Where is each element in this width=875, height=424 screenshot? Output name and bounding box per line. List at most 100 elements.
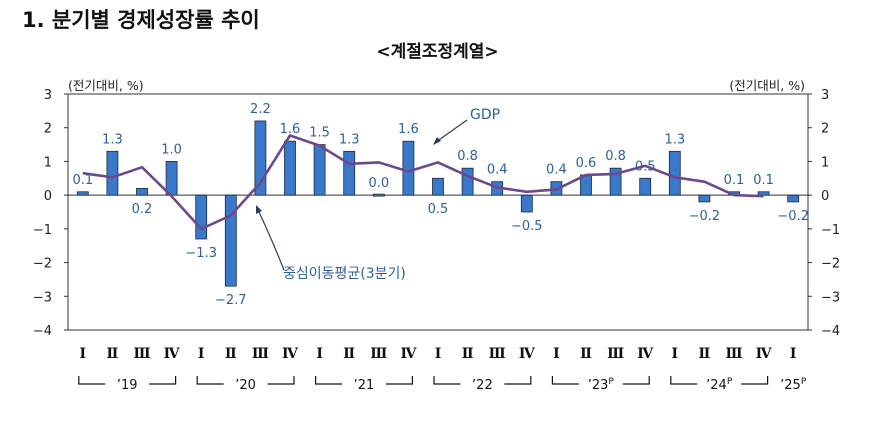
data-label-gdp: 1.6 (280, 122, 301, 137)
chart-subtitle: <계절조정계열> (376, 42, 499, 62)
annotation-arrowhead-moving-average (256, 205, 262, 214)
data-label-gdp: 0.5 (428, 202, 449, 217)
year-bracket-right (504, 376, 532, 385)
data-label-gdp: 1.5 (309, 126, 330, 141)
year-bracket-right (386, 376, 413, 385)
x-group-label-year: ’19 (117, 378, 138, 393)
legend-label-moving-average: 중심이동평균(3분기) (283, 266, 406, 282)
y-tick-label-right: 0 (821, 189, 829, 204)
x-tick-label-quarter: Ⅳ (756, 346, 773, 362)
data-label-gdp: 2.2 (250, 102, 271, 117)
y-tick-label-left: 1 (44, 155, 52, 170)
y-tick-label-left: 0 (44, 189, 52, 204)
x-tick-label-quarter: Ⅰ (790, 346, 797, 362)
x-tick-label-quarter: Ⅳ (400, 346, 417, 362)
x-tick-label-quarter: Ⅲ (370, 346, 387, 362)
year-bracket-left (196, 376, 224, 385)
annotation-arrow-moving-average (257, 209, 285, 271)
x-tick-label-quarter: Ⅱ (225, 346, 237, 362)
x-tick-label-quarter: Ⅰ (435, 346, 442, 362)
bar-gdp (372, 193, 385, 197)
data-label-gdp: 0.6 (576, 156, 597, 171)
data-label-gdp: 1.3 (664, 132, 685, 147)
x-group-label-year: ’25P (780, 377, 807, 393)
bar-gdp (639, 177, 652, 196)
data-label-gdp: −2.7 (215, 293, 247, 308)
data-label-gdp: 1.3 (339, 132, 360, 147)
year-bracket-right (267, 376, 295, 385)
data-label-gdp: −0.2 (777, 209, 809, 224)
x-tick-label-quarter: Ⅲ (489, 346, 506, 362)
y-tick-label-right: −3 (821, 290, 840, 305)
data-label-gdp: −0.5 (511, 219, 543, 234)
year-bracket-left (670, 376, 698, 385)
y-tick-label-left: 3 (44, 88, 52, 103)
x-tick-label-quarter: Ⅱ (343, 346, 355, 362)
annotation-arrowhead-gdp (433, 137, 441, 145)
data-label-gdp: −1.3 (185, 246, 217, 261)
y-tick-label-right: 1 (821, 155, 829, 170)
bar-gdp (432, 177, 444, 196)
x-group-label-year: ’20 (235, 378, 256, 393)
unit-label-right: (전기대비, %) (729, 78, 805, 93)
data-label-gdp: 0.4 (487, 163, 508, 178)
y-tick-label-right: −4 (821, 324, 840, 339)
y-tick-label-left: −3 (33, 290, 52, 305)
x-tick-label-quarter: Ⅰ (553, 346, 560, 362)
x-tick-label-quarter: Ⅱ (106, 346, 118, 362)
x-tick-label-quarter: Ⅲ (252, 346, 269, 362)
y-tick-label-right: −1 (821, 223, 840, 238)
x-tick-label-quarter: Ⅰ (672, 346, 679, 362)
data-label-gdp: −0.2 (689, 209, 721, 224)
year-bracket-right (741, 376, 769, 385)
data-label-gdp: 1.6 (398, 122, 419, 137)
x-tick-label-quarter: Ⅱ (462, 346, 474, 362)
y-tick-label-left: 2 (44, 122, 52, 137)
data-label-gdp: 0.2 (132, 202, 153, 217)
bar-gdp (313, 144, 326, 196)
annotation-arrow-gdp (435, 119, 468, 143)
year-bracket-left (551, 376, 579, 385)
bar-gdp (136, 187, 148, 196)
data-label-gdp: 0.1 (753, 173, 774, 188)
bar-gdp (668, 150, 681, 196)
bar-gdp (284, 140, 296, 196)
bar-gdp (254, 120, 267, 196)
data-label-gdp: 1.0 (161, 142, 182, 157)
x-tick-label-quarter: Ⅰ (198, 346, 205, 362)
y-tick-label-right: 3 (821, 88, 829, 103)
year-bracket-right (622, 376, 650, 385)
year-bracket-right (149, 376, 177, 385)
bar-gdp (195, 194, 208, 240)
bar-gdp (520, 194, 533, 213)
data-label-gdp: 0.8 (605, 149, 626, 164)
x-tick-label-quarter: Ⅲ (607, 346, 624, 362)
data-label-gdp: 1.3 (102, 132, 123, 147)
data-label-gdp: 0.1 (72, 173, 93, 188)
x-tick-label-quarter: Ⅳ (637, 346, 654, 362)
line-moving-average (82, 134, 764, 231)
y-tick-label-right: −2 (821, 257, 840, 272)
y-tick-label-right: 2 (821, 122, 829, 137)
bar-gdp (76, 191, 89, 196)
unit-label-left: (전기대비, %) (68, 78, 144, 93)
legend-label-gdp: GDP (470, 107, 500, 123)
bar-gdp (165, 161, 178, 196)
data-label-gdp: 0.4 (546, 163, 567, 178)
x-tick-label-quarter: Ⅳ (519, 346, 536, 362)
year-bracket-left (433, 376, 461, 385)
x-tick-label-quarter: Ⅱ (698, 346, 710, 362)
page-title: 1. 분기별 경제성장률 추이 (22, 8, 260, 32)
y-tick-label-left: −4 (33, 324, 52, 339)
x-group-label-year: ’22 (472, 378, 493, 393)
x-group-label-year: ’21 (354, 378, 375, 393)
x-tick-label-quarter: Ⅳ (164, 346, 181, 362)
y-tick-label-left: −2 (33, 257, 52, 272)
data-label-gdp: 0.8 (457, 149, 478, 164)
y-tick-label-left: −1 (33, 223, 52, 238)
year-bracket-left (315, 376, 342, 385)
bar-gdp (461, 167, 474, 196)
bar-gdp (698, 194, 711, 203)
bar-gdp (402, 140, 415, 196)
